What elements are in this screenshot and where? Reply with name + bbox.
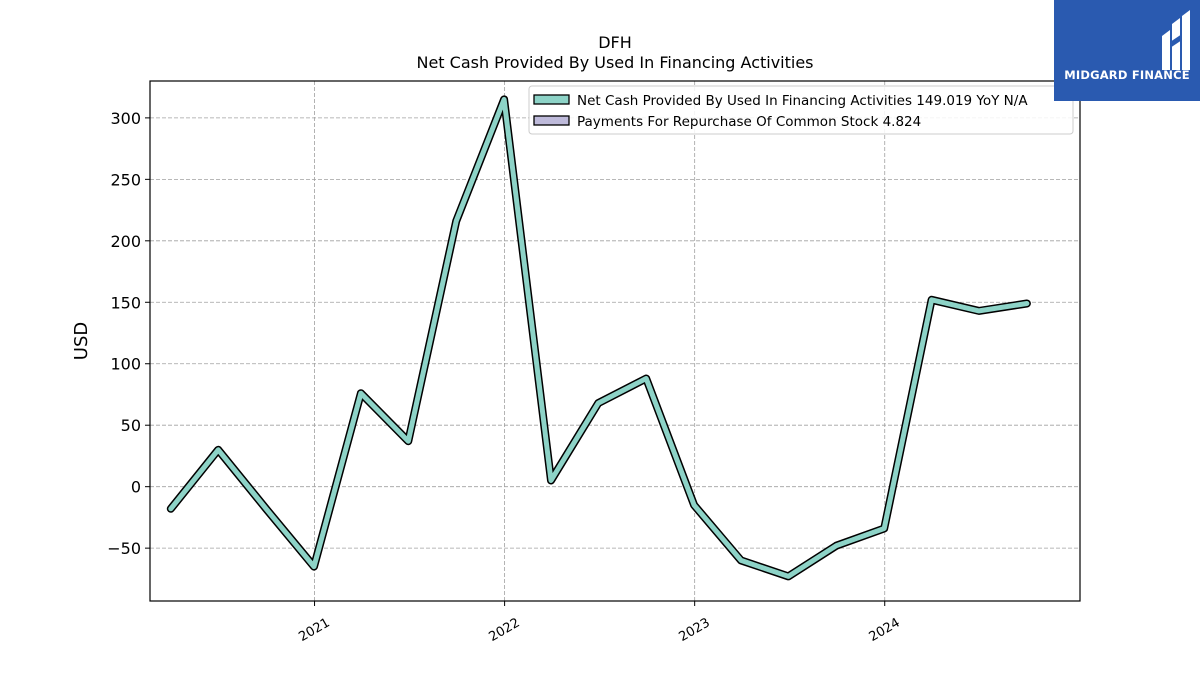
logo-text: MIDGARD FINANCE (1064, 68, 1190, 82)
legend-swatch (533, 115, 570, 126)
y-tick-label: 100 (110, 355, 141, 374)
x-tick-label: 2022 (486, 615, 522, 645)
y-tick-label: 0 (131, 478, 141, 497)
x-tick-label: 2024 (867, 615, 903, 645)
legend: Net Cash Provided By Used In Financing A… (528, 85, 1074, 135)
y-axis-ticks: −50 0 50 100 150 200 250 300 (107, 109, 150, 558)
series-layer (166, 95, 1031, 581)
legend-swatch (533, 94, 570, 105)
legend-label: Payments For Repurchase Of Common Stock … (577, 114, 921, 130)
y-tick-label: 250 (110, 170, 141, 189)
y-tick-label: 300 (110, 109, 141, 128)
legend-box (528, 85, 1074, 135)
x-tick-label: 2021 (296, 615, 332, 645)
grid (150, 81, 1080, 601)
y-axis-label: USD (71, 322, 92, 360)
y-tick-label: 200 (110, 232, 141, 251)
y-tick-label: −50 (107, 539, 141, 558)
chart-ticker: DFH (598, 33, 632, 52)
legend-label: Net Cash Provided By Used In Financing A… (577, 93, 1028, 109)
series-line (168, 96, 1030, 579)
series-line-outline (166, 95, 1031, 581)
plot-frame (149, 80, 1081, 602)
y-tick-label: 150 (110, 293, 141, 312)
y-tick-label: 50 (121, 416, 141, 435)
x-axis-ticks: 2021 2022 2023 2024 (296, 601, 903, 645)
brand-logo: MIDGARD FINANCE (1054, 0, 1200, 101)
x-tick-label: 2023 (677, 615, 713, 645)
logo-mark-icon (1162, 10, 1190, 70)
chart-title: Net Cash Provided By Used In Financing A… (416, 53, 813, 72)
